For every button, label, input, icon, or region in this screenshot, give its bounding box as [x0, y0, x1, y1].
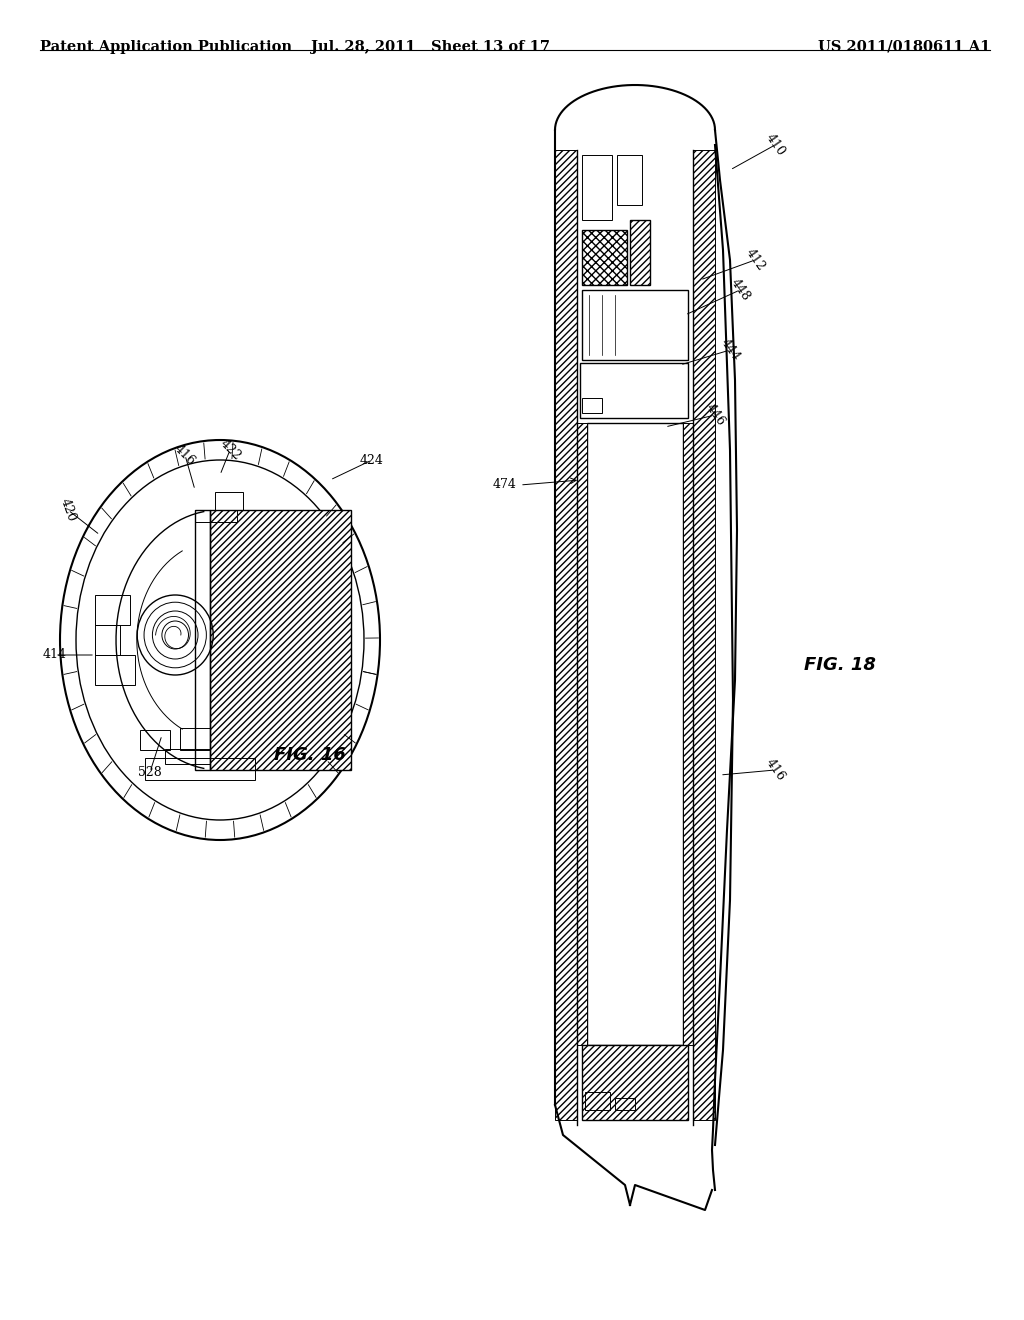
Bar — [180, 729, 210, 750]
Text: 412: 412 — [742, 247, 767, 273]
Bar — [582, 290, 688, 360]
Bar — [95, 595, 130, 624]
Text: 416: 416 — [172, 442, 198, 469]
Bar — [582, 154, 612, 220]
Bar — [210, 510, 351, 770]
Bar — [555, 150, 577, 1119]
Bar — [587, 422, 683, 1045]
Bar — [580, 363, 688, 418]
Text: 528: 528 — [138, 766, 162, 779]
Bar — [582, 1045, 688, 1119]
Text: 414: 414 — [43, 648, 67, 661]
Text: 416: 416 — [763, 756, 787, 784]
Bar — [585, 1092, 610, 1110]
Bar — [617, 154, 642, 205]
Bar — [145, 758, 255, 780]
Bar — [577, 422, 587, 1045]
Bar — [693, 150, 715, 1119]
Text: 474: 474 — [494, 479, 517, 491]
Bar — [582, 399, 602, 413]
Bar — [615, 1098, 635, 1110]
Text: 424: 424 — [360, 454, 384, 466]
Bar — [683, 422, 693, 1045]
Text: Jul. 28, 2011   Sheet 13 of 17: Jul. 28, 2011 Sheet 13 of 17 — [310, 40, 550, 54]
Bar — [630, 220, 650, 285]
Text: US 2011/0180611 A1: US 2011/0180611 A1 — [817, 40, 990, 54]
Bar — [140, 730, 170, 750]
Bar — [95, 655, 135, 685]
Text: 446: 446 — [702, 401, 727, 429]
Text: 420: 420 — [57, 496, 78, 524]
Text: FIG. 18: FIG. 18 — [804, 656, 876, 675]
Text: 410: 410 — [763, 132, 787, 158]
Bar — [165, 748, 210, 764]
Text: 448: 448 — [728, 276, 753, 304]
Bar — [195, 510, 210, 770]
Text: FIG. 16: FIG. 16 — [274, 746, 346, 764]
Bar — [195, 510, 237, 521]
Bar — [95, 624, 120, 655]
Text: 422: 422 — [217, 437, 243, 463]
Bar — [215, 492, 243, 510]
Bar — [582, 230, 627, 285]
Text: Patent Application Publication: Patent Application Publication — [40, 40, 292, 54]
Text: 444: 444 — [718, 337, 742, 363]
